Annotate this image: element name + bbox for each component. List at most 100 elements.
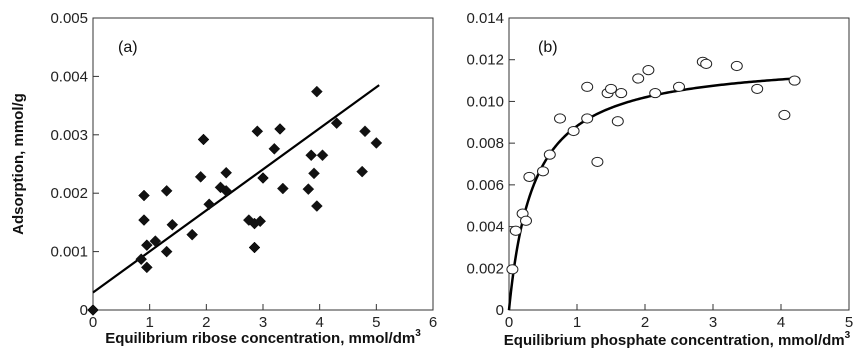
chart-a-point	[254, 215, 267, 228]
chart-b-point	[523, 171, 536, 183]
chart-a-ytick-label: 0.005	[50, 10, 88, 27]
chart-a-point	[302, 183, 315, 195]
chart-b-point	[543, 149, 556, 160]
chart-b-point	[605, 83, 617, 95]
chart-a-point	[197, 133, 210, 146]
chart-a-point	[257, 172, 269, 184]
chart-b-point	[591, 156, 604, 168]
chart-b-xtick-label: 1	[573, 314, 581, 331]
chart-a-point	[160, 245, 173, 258]
chart-a-point	[310, 85, 323, 98]
chart-a: 0 1 2 3 4 5 6 0 0.001 0.002 0.003 0.004 0.005 (a) Eq…	[10, 10, 437, 347]
chart-a-point	[160, 185, 173, 197]
chart-b-point	[581, 81, 594, 92]
chart-a-point	[220, 166, 233, 179]
chart-a-ytick-label: 0	[80, 302, 88, 319]
chart-b-point	[632, 73, 645, 84]
chart-a-xtick-label: 6	[429, 314, 437, 331]
chart-b-xtick-label: 4	[777, 314, 785, 331]
chart-b-point	[615, 87, 628, 99]
chart-a-point	[135, 253, 148, 266]
chart-a-point	[330, 117, 343, 129]
chart-b-point	[788, 75, 801, 86]
chart-b-point	[673, 81, 685, 92]
chart-b-point	[554, 113, 566, 124]
chart-a-point	[138, 189, 150, 202]
chart-b-xtick-label: 3	[709, 314, 717, 331]
chart-a-xtick-label: 5	[372, 314, 380, 331]
chart-b-ytick-label: 0	[496, 302, 504, 319]
chart-a-ytick-label: 0.004	[50, 68, 88, 85]
chart-a-xlabel: Equilibrium ribose concentration, mmol/d…	[105, 328, 421, 347]
chart-a-point	[138, 214, 150, 226]
chart-a-point	[203, 198, 216, 211]
chart-a-ylabel: Adsorption, mmol/g	[10, 93, 27, 235]
chart-a-point	[220, 185, 233, 197]
chart-a-point	[166, 218, 179, 231]
chart-b-point	[642, 65, 655, 76]
chart-b-ticks: 0 1 2 3 4 5 0 0.002 0.004 0.006 0.008 0.010 0.012 0.0…	[466, 10, 853, 331]
chart-b-fit-curve	[507, 77, 795, 311]
chart-a-point	[310, 200, 323, 212]
chart-a-fit	[92, 84, 380, 294]
chart-b-ytick-label: 0.014	[466, 10, 504, 27]
chart-a-fit-line	[92, 84, 380, 294]
chart-a-point	[149, 235, 162, 247]
chart-a-point	[274, 123, 286, 135]
chart-b-point	[520, 215, 532, 226]
chart-a-ticks: 0 1 2 3 4 5 6 0 0.001 0.002 0.003 0.004 0.005	[50, 10, 437, 331]
chart-b-point	[506, 264, 519, 275]
chart-b-ytick-label: 0.010	[466, 93, 504, 110]
chart-a-xtick-label: 0	[89, 314, 97, 331]
chart-a-xtick-label: 1	[145, 314, 153, 331]
chart-b-xtick-label: 0	[505, 314, 513, 331]
chart-a-point	[194, 170, 207, 183]
chart-a-ytick-label: 0.001	[50, 244, 88, 261]
chart-b-plot-frame	[508, 17, 850, 311]
chart-b-ytick-label: 0.008	[466, 135, 504, 152]
chart-b: 0 1 2 3 4 5 0 0.002 0.004 0.006 0.008 0.010 0.012 0.0…	[466, 10, 853, 349]
chart-a-point	[140, 239, 153, 252]
chart-b-xtick-label: 5	[845, 314, 853, 331]
chart-b-point	[700, 58, 713, 69]
chart-b-fit	[507, 77, 795, 311]
chart-a-point	[370, 137, 383, 149]
chart-b-point	[581, 113, 594, 124]
chart-b-point	[537, 166, 549, 177]
chart-a-point	[248, 241, 261, 254]
chart-b-panel-label: (b)	[538, 39, 558, 56]
chart-a-point	[186, 228, 199, 241]
chart-a-point	[276, 182, 289, 195]
chart-b-point	[611, 116, 624, 127]
chart-b-ytick-label: 0.012	[466, 52, 504, 69]
chart-b-ytick-label: 0.002	[466, 260, 504, 277]
chart-a-point	[356, 165, 369, 178]
chart-b-point	[730, 60, 743, 72]
chart-a-point	[308, 167, 320, 180]
chart-a-xtick-label: 4	[315, 314, 323, 331]
chart-b-point	[751, 83, 764, 95]
chart-a-xtick-label: 3	[259, 314, 267, 331]
chart-b-point	[567, 125, 580, 137]
chart-a-ytick-label: 0.003	[50, 127, 88, 144]
chart-b-ytick-label: 0.004	[466, 219, 504, 236]
chart-a-xtick-label: 2	[202, 314, 210, 331]
chart-b-point	[778, 109, 791, 121]
chart-a-panel-label: (a)	[118, 39, 138, 56]
chart-b-point	[649, 87, 662, 99]
chart-a-point	[268, 142, 281, 155]
chart-a-point	[87, 304, 99, 316]
chart-b-points	[506, 56, 801, 275]
chart-b-xtick-label: 2	[641, 314, 649, 331]
chart-a-point	[359, 125, 371, 138]
chart-a-ytick-label: 0.002	[50, 185, 88, 202]
chart-b-xlabel: Equilibrium phosphate concentration, mmo…	[504, 330, 851, 349]
chart-b-point	[509, 225, 522, 236]
chart-a-point	[251, 125, 264, 138]
chart-a-point	[316, 149, 329, 162]
chart-b-ytick-label: 0.006	[466, 177, 504, 194]
chart-a-point	[140, 261, 153, 274]
chart-a-points	[87, 85, 383, 316]
chart-a-point	[305, 149, 318, 162]
